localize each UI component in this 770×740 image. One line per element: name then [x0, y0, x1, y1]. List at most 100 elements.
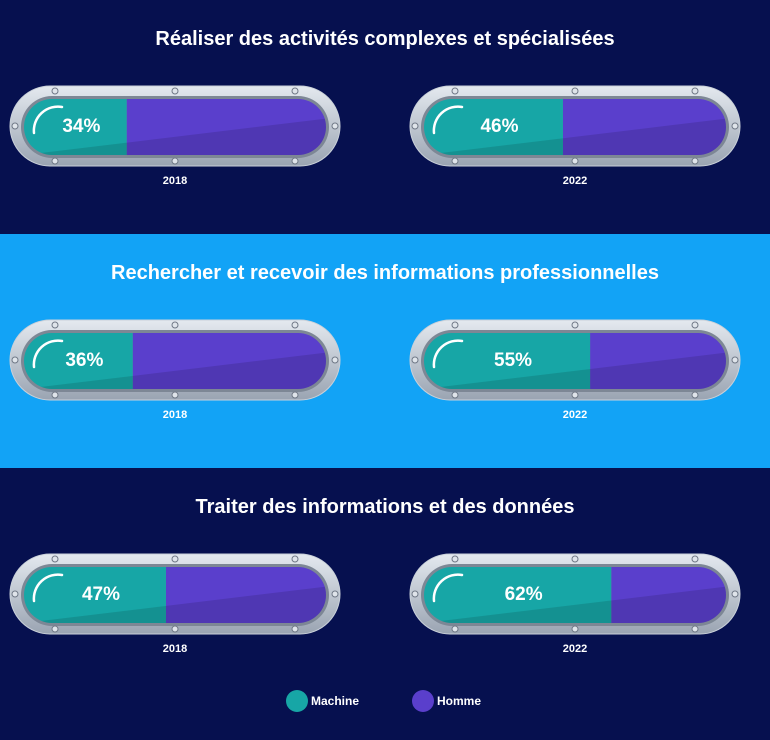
gauge-graphic: [409, 85, 741, 167]
percentage-label: 55%: [494, 350, 533, 371]
rivet: [571, 625, 579, 633]
gauge-graphic: [409, 553, 741, 635]
rivet: [171, 87, 179, 95]
rivet: [291, 625, 299, 633]
homme-bar: [165, 567, 326, 623]
year-label: 2022: [562, 643, 588, 655]
rivet: [571, 555, 579, 563]
rivet: [411, 122, 419, 130]
year-label: 2018: [162, 643, 188, 655]
gloss-arc: [432, 105, 464, 135]
homme-bar: [126, 99, 326, 155]
rivet: [571, 157, 579, 165]
homme-swatch: [412, 690, 434, 712]
homme-bar: [590, 333, 726, 389]
gloss-arc: [32, 339, 64, 369]
rivet: [291, 157, 299, 165]
year-label: 2018: [162, 175, 188, 187]
rivet: [451, 625, 459, 633]
rivet: [571, 391, 579, 399]
rivet: [571, 87, 579, 95]
rivet: [331, 590, 339, 598]
section-title: Réaliser des activités complexes et spéc…: [155, 28, 615, 50]
gloss-arc: [32, 105, 64, 135]
homme-bar: [562, 99, 726, 155]
legend: Machine Homme: [0, 690, 770, 714]
year-label: 2022: [562, 175, 588, 187]
rivet: [571, 321, 579, 329]
section-title: Traiter des informations et des données: [195, 496, 575, 518]
rivet: [411, 356, 419, 364]
rivet: [451, 555, 459, 563]
rivet: [451, 321, 459, 329]
rivet: [11, 356, 19, 364]
rivet: [731, 122, 739, 130]
machine-swatch: [286, 690, 308, 712]
rivet: [451, 157, 459, 165]
year-label: 2022: [562, 409, 588, 421]
section-activites-complexes: Réaliser des activités complexes et spéc…: [0, 0, 770, 234]
rivet: [291, 555, 299, 563]
rivet: [171, 625, 179, 633]
rivet: [691, 87, 699, 95]
gauge-graphic: [9, 85, 341, 167]
rivet: [51, 555, 59, 563]
legend-item-homme: Homme: [412, 690, 481, 712]
gauge-graphic: [409, 319, 741, 401]
rivet: [51, 625, 59, 633]
percentage-label: 47%: [81, 584, 120, 605]
gauge-graphic: [9, 319, 341, 401]
rivet: [291, 87, 299, 95]
gauge-2018: 47% 2018: [9, 518, 341, 655]
rivet: [51, 87, 59, 95]
bar-group: [24, 333, 326, 389]
bar-group: [424, 567, 726, 623]
gauge-2018: 34% 2018: [9, 50, 341, 187]
legend-label: Machine: [311, 694, 360, 708]
rivet: [291, 391, 299, 399]
rivet: [171, 321, 179, 329]
rivet: [51, 391, 59, 399]
rivet: [331, 356, 339, 364]
rivet: [331, 122, 339, 130]
percentage-label: 34%: [62, 116, 101, 137]
gloss-arc: [32, 573, 64, 603]
bar-group: [24, 99, 326, 155]
section-informations-professionnelles: Rechercher et recevoir des informations …: [0, 234, 770, 468]
gauge-2018: 36% 2018: [9, 284, 341, 421]
bar-group: [424, 333, 726, 389]
rivet: [691, 157, 699, 165]
percentage-label: 36%: [65, 350, 104, 371]
homme-bar: [611, 567, 726, 623]
rivet: [691, 321, 699, 329]
section-title: Rechercher et recevoir des informations …: [111, 262, 659, 284]
machine-bar: [24, 99, 127, 155]
gauge-graphic: [9, 553, 341, 635]
rivet: [731, 590, 739, 598]
rivet: [51, 321, 59, 329]
rivet: [51, 157, 59, 165]
percentage-label: 46%: [480, 116, 519, 137]
gauge-2022: 46% 2022: [409, 50, 741, 187]
rivet: [451, 391, 459, 399]
legend-label: Homme: [437, 694, 482, 708]
machine-bar: [24, 333, 133, 389]
rivet: [691, 555, 699, 563]
rivet: [11, 590, 19, 598]
gauge-2022: 55% 2022: [409, 284, 741, 421]
gauge-2022: 62% 2022: [409, 518, 741, 655]
rivet: [731, 356, 739, 364]
rivet: [451, 87, 459, 95]
machine-bar: [424, 567, 612, 623]
rivet: [171, 555, 179, 563]
rivet: [171, 391, 179, 399]
gloss-arc: [432, 573, 464, 603]
section-traiter-donnees: Traiter des informations et des données …: [0, 468, 770, 702]
rivet: [291, 321, 299, 329]
percentage-label: 62%: [504, 584, 543, 605]
rivet: [691, 391, 699, 399]
homme-bar: [132, 333, 326, 389]
rivet: [691, 625, 699, 633]
gloss-arc: [432, 339, 464, 369]
rivet: [411, 590, 419, 598]
